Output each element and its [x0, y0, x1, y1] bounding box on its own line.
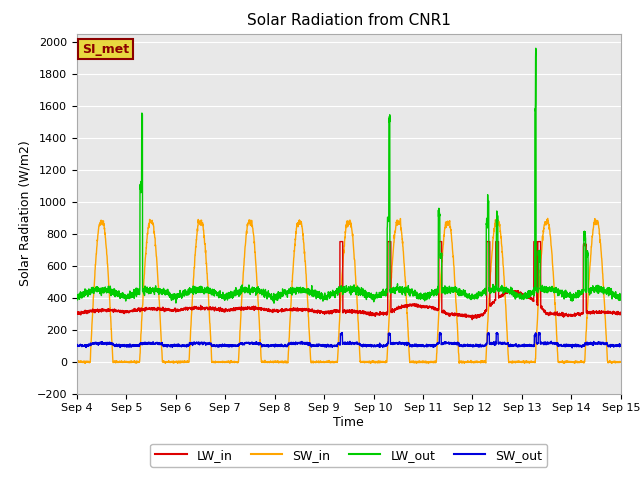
- SW_out: [73, 343, 81, 348]
- LW_out: [609, 291, 616, 297]
- LW_in: [461, 312, 468, 317]
- SW_out: [609, 343, 616, 348]
- Line: SW_in: SW_in: [77, 218, 621, 363]
- SW_out: [568, 345, 576, 351]
- LW_in: [73, 311, 81, 317]
- Y-axis label: Solar Radiation (W/m2): Solar Radiation (W/m2): [18, 141, 31, 287]
- LW_out: [73, 295, 81, 300]
- LW_out: [354, 288, 362, 293]
- LW_in: [373, 311, 381, 316]
- SW_out: [441, 339, 449, 345]
- Line: LW_out: LW_out: [77, 48, 621, 303]
- SW_out: [107, 341, 115, 347]
- LW_out: [270, 300, 278, 306]
- SW_in: [544, 216, 552, 221]
- Line: SW_out: SW_out: [77, 333, 621, 348]
- SW_in: [107, 313, 115, 319]
- Text: SI_met: SI_met: [82, 43, 129, 56]
- Title: Solar Radiation from CNR1: Solar Radiation from CNR1: [247, 13, 451, 28]
- SW_out: [372, 342, 380, 348]
- LW_out: [373, 293, 381, 299]
- LW_out: [617, 294, 625, 300]
- LW_in: [609, 311, 616, 317]
- LW_in: [441, 308, 449, 314]
- SW_in: [617, 359, 625, 365]
- LW_out: [461, 290, 468, 296]
- SW_in: [73, 359, 81, 365]
- LW_in: [468, 317, 476, 323]
- SW_out: [461, 343, 468, 349]
- LW_out: [441, 285, 449, 291]
- SW_in: [461, 360, 468, 365]
- LW_in: [107, 307, 115, 312]
- SW_in: [609, 359, 616, 364]
- LW_out: [532, 46, 540, 51]
- SW_in: [425, 360, 433, 366]
- Legend: LW_in, SW_in, LW_out, SW_out: LW_in, SW_in, LW_out, SW_out: [150, 444, 547, 467]
- Line: LW_in: LW_in: [77, 241, 621, 320]
- SW_out: [436, 330, 444, 336]
- SW_in: [354, 308, 362, 314]
- SW_in: [441, 227, 449, 233]
- LW_in: [336, 239, 344, 244]
- LW_out: [107, 286, 115, 291]
- X-axis label: Time: Time: [333, 416, 364, 429]
- LW_in: [354, 310, 362, 316]
- SW_in: [372, 360, 380, 365]
- SW_out: [354, 340, 362, 346]
- LW_in: [617, 311, 625, 316]
- SW_out: [617, 342, 625, 348]
